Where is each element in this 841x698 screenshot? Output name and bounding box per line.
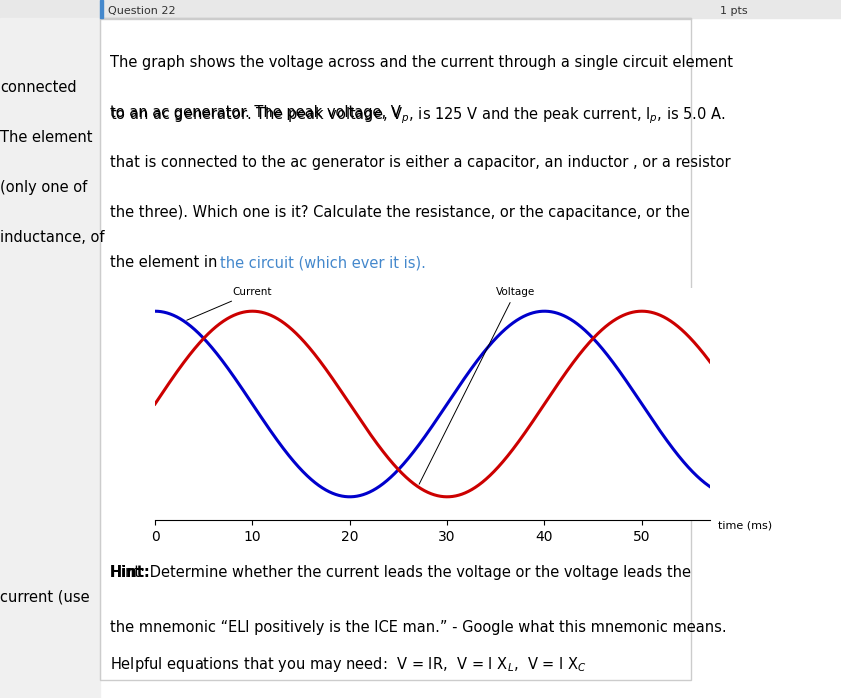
Bar bbox=[0, 18, 100, 698]
Text: inductance, of: inductance, of bbox=[0, 230, 104, 245]
Text: Helpful equations that you may need:  V = IR,  V = I X$_L$,  V = I X$_C$: Helpful equations that you may need: V =… bbox=[110, 655, 587, 674]
Text: Current: Current bbox=[187, 288, 272, 320]
Text: The element: The element bbox=[0, 130, 93, 145]
Text: 1 pts: 1 pts bbox=[720, 6, 748, 16]
Text: current (use: current (use bbox=[0, 590, 90, 605]
Bar bbox=[100, 18, 691, 680]
Text: the mnemonic “ELI positively is the ICE man.” - Google what this mnemonic means.: the mnemonic “ELI positively is the ICE … bbox=[110, 620, 727, 635]
Text: to an ac generator. The peak voltage, V: to an ac generator. The peak voltage, V bbox=[110, 105, 401, 120]
Text: to an ac generator. The peak voltage, V$_p$, is 125 V and the peak current, I$_p: to an ac generator. The peak voltage, V$… bbox=[110, 105, 726, 126]
Bar bbox=[0, 0, 841, 18]
Bar bbox=[100, 18, 691, 19]
Text: connected: connected bbox=[0, 80, 77, 95]
Text: The graph shows the voltage across and the current through a single circuit elem: The graph shows the voltage across and t… bbox=[110, 55, 733, 70]
Text: Hint: Determine whether the current leads the voltage or the voltage leads the: Hint: Determine whether the current lead… bbox=[110, 565, 691, 580]
Text: the circuit (which ever it is).: the circuit (which ever it is). bbox=[220, 255, 426, 270]
Text: the three). Which one is it? Calculate the resistance, or the capacitance, or th: the three). Which one is it? Calculate t… bbox=[110, 205, 690, 220]
Text: (only one of: (only one of bbox=[0, 180, 87, 195]
Text: time (ms): time (ms) bbox=[717, 520, 772, 530]
Text: Hint:: Hint: bbox=[110, 565, 151, 580]
Text: that is connected to the ac generator is either a capacitor, an inductor , or a : that is connected to the ac generator is… bbox=[110, 155, 731, 170]
Bar bbox=[100, 0, 103, 18]
Text: the element in: the element in bbox=[110, 255, 222, 270]
Text: Voltage: Voltage bbox=[419, 288, 535, 484]
Text: Question 22: Question 22 bbox=[108, 6, 176, 16]
